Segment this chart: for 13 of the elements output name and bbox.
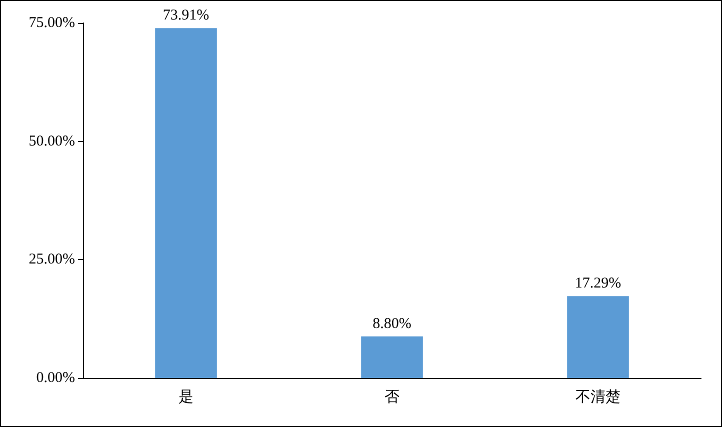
bar <box>361 336 423 378</box>
data-label: 8.80% <box>372 316 412 332</box>
x-tick-label: 不清楚 <box>576 388 620 406</box>
data-label: 73.91% <box>162 8 210 24</box>
bar <box>155 28 217 378</box>
y-tick-label: 50.00% <box>28 133 75 150</box>
y-tick-label: 25.00% <box>28 252 75 268</box>
y-tick-label: 75.00% <box>28 15 75 31</box>
y-tick-label: 0.00% <box>36 370 75 386</box>
x-tick-label: 否 <box>384 390 400 406</box>
x-tick-label: 是 <box>178 390 194 406</box>
bar <box>567 296 629 378</box>
data-label: 17.29% <box>574 276 622 292</box>
